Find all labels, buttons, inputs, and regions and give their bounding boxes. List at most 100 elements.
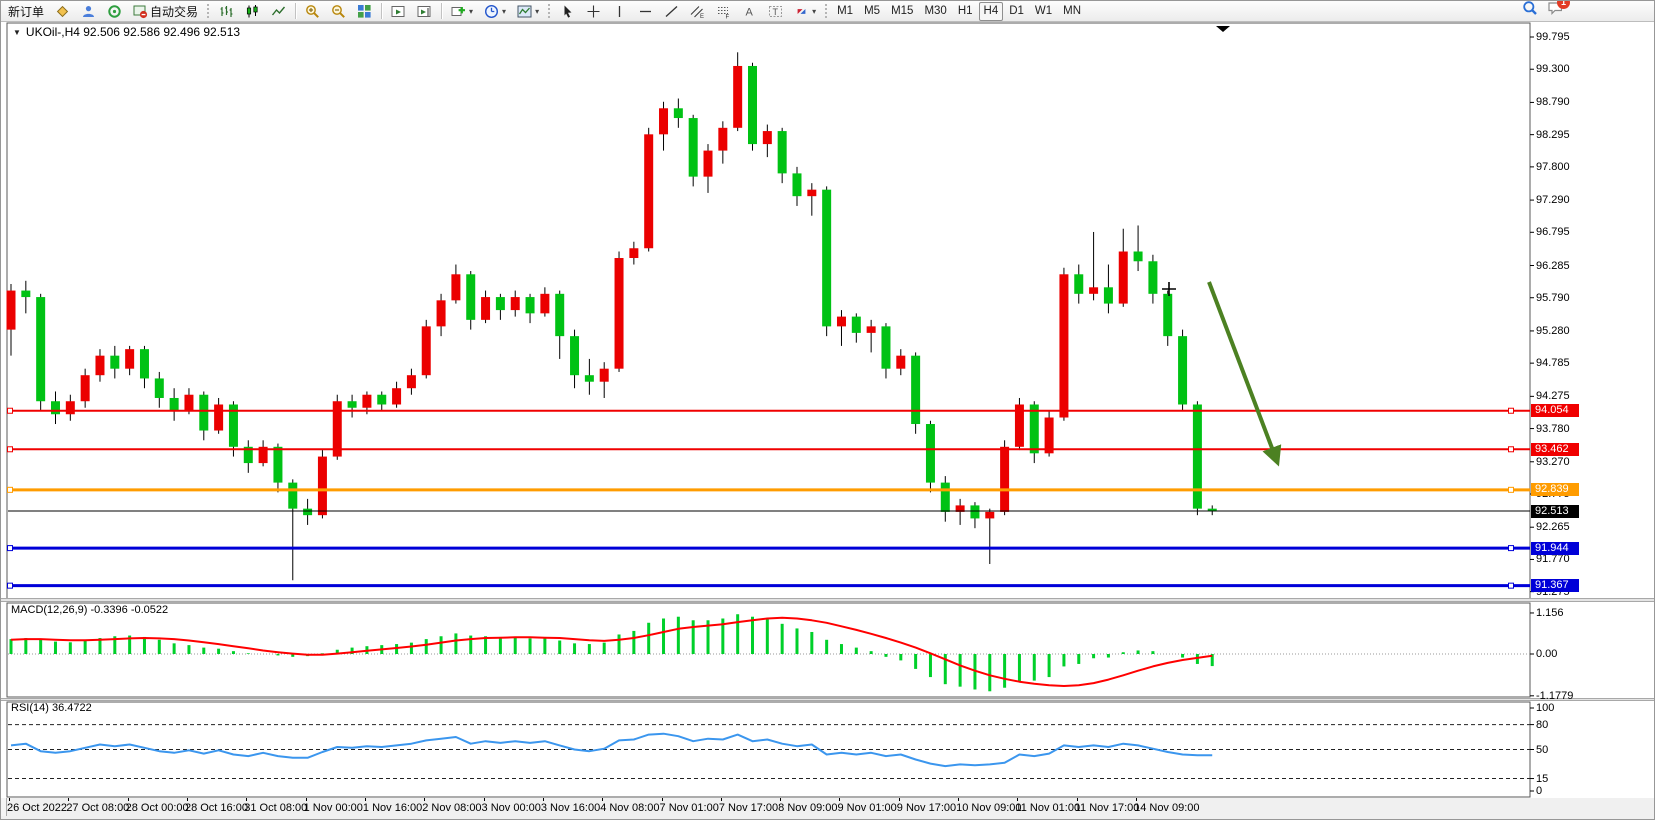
toolbar-right-group: 1 <box>1522 1 1570 21</box>
time-axis[interactable]: 26 Oct 2022 27 Oct 08:00 28 Oct 00:00 28 Oc… <box>1 798 1530 816</box>
zoom-out-button[interactable] <box>326 2 351 21</box>
timeframe-button-m30[interactable]: M30 <box>924 5 947 17</box>
macd-pane[interactable] <box>1 602 1655 698</box>
time-tick <box>186 798 188 801</box>
auto-scroll-button[interactable] <box>386 2 411 21</box>
time-tick <box>1076 798 1078 801</box>
zoom-out-icon <box>331 4 346 19</box>
resistance-line-1-handle[interactable] <box>7 407 13 414</box>
auto-trading-button[interactable]: 自动交易 <box>128 2 203 21</box>
rsi-tick-label: 80 <box>1536 718 1549 731</box>
support-line-1-handle[interactable] <box>1508 545 1514 552</box>
pane-divider-rsi[interactable] <box>1 698 1654 701</box>
chart-shift-marker[interactable] <box>1216 26 1230 32</box>
trendline-tool-button[interactable] <box>659 2 684 21</box>
price-axis[interactable]: 99.795 99.300 98.790 98.295 97.800 97.290 96.7… <box>1531 22 1654 816</box>
bar-chart-mode-button[interactable] <box>214 2 239 21</box>
hline-icon <box>638 4 653 19</box>
trend-arrow[interactable] <box>1207 281 1282 467</box>
time-tick <box>305 798 307 801</box>
chart-collapse-icon[interactable]: ▼ <box>13 27 21 37</box>
horizontal-line-tool-button[interactable] <box>633 2 658 21</box>
candle-chart-mode-button[interactable] <box>240 2 265 21</box>
fibonacci-tool-button[interactable]: F <box>711 2 736 21</box>
pivot-line-orange-handle[interactable] <box>7 486 13 493</box>
main-chart-pane[interactable] <box>1 22 1655 601</box>
time-label: 11 Nov 17:00 <box>1074 802 1140 814</box>
timeframe-button-m5[interactable]: M5 <box>864 5 881 17</box>
dropdown-caret-icon: ▾ <box>535 6 540 16</box>
profile-button[interactable] <box>76 2 101 21</box>
text-tool-button[interactable]: A <box>737 2 762 21</box>
rsi-tick-label: 0 <box>1536 785 1543 797</box>
time-label: 11 Nov 01:00 <box>1015 802 1081 814</box>
price-tick-label: 96.795 <box>1536 226 1570 239</box>
toolbar-grip <box>548 4 551 18</box>
price-tick-label: 94.275 <box>1536 390 1570 403</box>
crosshair-icon <box>586 4 601 19</box>
price-tick-label: 99.300 <box>1536 63 1570 76</box>
time-tick <box>9 798 10 801</box>
resistance-line-2-handle[interactable] <box>1508 446 1514 453</box>
equidistant-channel-tool-button[interactable]: E <box>685 2 710 21</box>
time-label: 8 Nov 09:00 <box>778 802 838 814</box>
price-tick-label: 96.285 <box>1536 259 1570 272</box>
svg-text:T: T <box>773 7 779 17</box>
time-tick <box>661 798 663 801</box>
crosshair-tool-button[interactable] <box>581 2 606 21</box>
add-indicator-button[interactable]: ▾ <box>446 2 478 21</box>
line-chart-mode-button[interactable] <box>266 2 291 21</box>
signal-button[interactable] <box>102 2 127 21</box>
zoom-in-button[interactable] <box>300 2 325 21</box>
arrows-tool-button[interactable]: ▾ <box>789 2 821 21</box>
svg-text:A: A <box>746 6 754 18</box>
timeframe-button-h4[interactable]: H4 <box>978 1 1004 21</box>
text-label-tool-button[interactable]: T <box>763 2 788 21</box>
tile-windows-icon <box>357 4 372 19</box>
search-button[interactable] <box>1522 1 1537 21</box>
vertical-line-tool-button[interactable] <box>607 2 632 21</box>
timeframe-button-h1[interactable]: H1 <box>957 5 973 17</box>
timeframe-button-mn[interactable]: MN <box>1063 5 1082 17</box>
support-line-2-handle[interactable] <box>1508 582 1514 589</box>
chart-shift-button[interactable] <box>412 2 437 21</box>
resistance-line-2-handle[interactable] <box>7 446 13 453</box>
periods-button[interactable]: ▾ <box>479 2 511 21</box>
support-line-2-handle[interactable] <box>7 582 13 589</box>
toolbar-grip <box>825 4 828 18</box>
time-tick <box>958 798 960 801</box>
chart-title: ▼ UKOil-,H4 92.506 92.586 92.496 92.513 <box>13 25 240 39</box>
price-tick-label: 94.785 <box>1536 357 1570 370</box>
pane-divider-macd[interactable] <box>1 598 1654 602</box>
resistance-line-1-handle[interactable] <box>1508 407 1514 414</box>
gold-icon <box>55 4 70 19</box>
chat-button[interactable]: 1 <box>1547 1 1570 21</box>
rsi-line <box>10 732 1213 768</box>
cursor-tool-button[interactable] <box>555 2 580 21</box>
tile-windows-button[interactable] <box>352 2 377 21</box>
timeframe-button-m15[interactable]: M15 <box>891 5 914 17</box>
price-label-92.513: 92.513 <box>1531 504 1579 518</box>
new-order-button[interactable]: 新订单 <box>3 2 49 21</box>
timeframe-button-d1[interactable]: D1 <box>1009 5 1024 17</box>
svg-text:E: E <box>700 14 704 19</box>
rsi-pane[interactable] <box>1 701 1655 798</box>
timeframe-button-w1[interactable]: W1 <box>1034 5 1053 17</box>
support-line-1-handle[interactable] <box>7 545 13 552</box>
time-tick <box>720 798 722 801</box>
time-label: 7 Nov 17:00 <box>718 802 779 814</box>
time-tick <box>839 798 841 801</box>
svg-text:F: F <box>726 14 730 19</box>
chart-title-text: UKOil-,H4 92.506 92.586 92.496 92.513 <box>25 25 241 39</box>
pivot-line-orange-handle[interactable] <box>1508 486 1514 493</box>
dropdown-caret-icon: ▾ <box>469 6 474 16</box>
timeframe-button-m1[interactable]: M1 <box>837 5 854 17</box>
templates-button[interactable]: ▾ <box>512 2 544 21</box>
market-watch-button[interactable] <box>50 2 75 21</box>
price-tick-label: 93.780 <box>1536 422 1570 435</box>
macd-histogram <box>9 614 1214 692</box>
arrows-icon <box>794 4 809 19</box>
price-tick-label: 95.790 <box>1536 291 1570 304</box>
price-tick-label: 93.270 <box>1536 455 1570 468</box>
